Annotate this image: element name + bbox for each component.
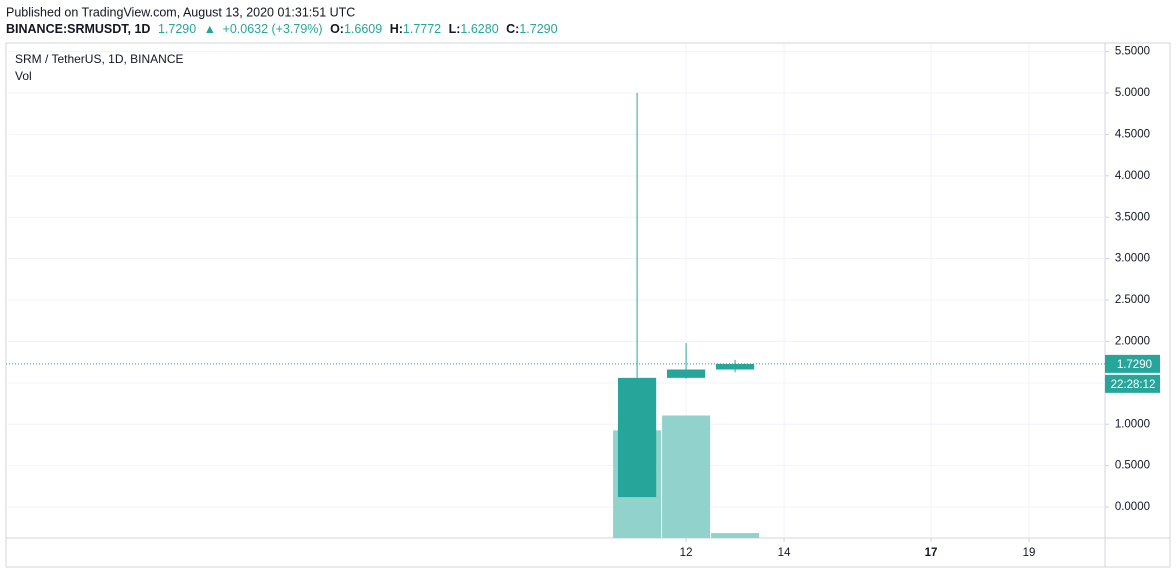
last-price-tag-label: 1.7290	[1117, 359, 1152, 371]
volume-bar	[711, 533, 760, 538]
y-tick-label: 0.0000	[1115, 501, 1150, 513]
grid	[6, 43, 1109, 542]
ohlc-key: L:	[449, 22, 461, 36]
y-tick-label: 3.0000	[1115, 253, 1150, 265]
last-price: 1.7290	[158, 22, 196, 36]
ohlc-value: 1.7290	[519, 22, 557, 36]
x-tick-label: 14	[778, 547, 791, 559]
chart-title: SRM / TetherUS, 1D, BINANCE	[15, 52, 184, 66]
ohlc-value: 1.6280	[460, 22, 498, 36]
ohlc-value: 1.6609	[344, 22, 382, 36]
change: +0.0632 (+3.79%)	[223, 22, 323, 36]
last-price-tag	[1105, 354, 1160, 373]
ohlc-key: H:	[390, 22, 403, 36]
y-tick-label: 2.0000	[1115, 335, 1150, 347]
y-tick-label: 4.5000	[1115, 128, 1150, 140]
published-note: Published on TradingView.com, August 13,…	[6, 5, 355, 19]
up-arrow: ▲	[204, 22, 216, 36]
y-tick-label: 0.5000	[1115, 460, 1150, 472]
y-tick-label: 2.5000	[1115, 294, 1150, 306]
y-tick-label: 5.5000	[1115, 46, 1150, 58]
ohlc-key: O:	[330, 22, 344, 36]
countdown-tag	[1105, 374, 1160, 393]
chart-frame	[5, 42, 1171, 568]
x-tick-label: 17	[925, 547, 938, 559]
ohlc-key: C:	[506, 22, 519, 36]
volume-bar	[662, 415, 711, 538]
y-tick-label: 3.5000	[1115, 211, 1150, 223]
volume-label: Vol	[15, 69, 32, 83]
candle-body	[617, 377, 657, 498]
y-tick-label: 1.0000	[1115, 418, 1150, 430]
x-tick-label: 19	[1023, 547, 1036, 559]
candle-body	[666, 369, 706, 378]
countdown-label: 22:28:12	[1111, 379, 1156, 391]
y-tick-label: 5.0000	[1115, 87, 1150, 99]
marks	[6, 93, 1105, 538]
x-tick-label: 12	[680, 547, 693, 559]
symbol-line: BINANCE:SRMUSDT, 1D 1.7290 ▲ +0.0632 (+3…	[6, 22, 558, 36]
ohlc-value: 1.7772	[403, 22, 441, 36]
y-tick-label: 4.0000	[1115, 170, 1150, 182]
candle-body	[715, 363, 755, 370]
symbol: BINANCE:SRMUSDT, 1D	[6, 22, 150, 36]
